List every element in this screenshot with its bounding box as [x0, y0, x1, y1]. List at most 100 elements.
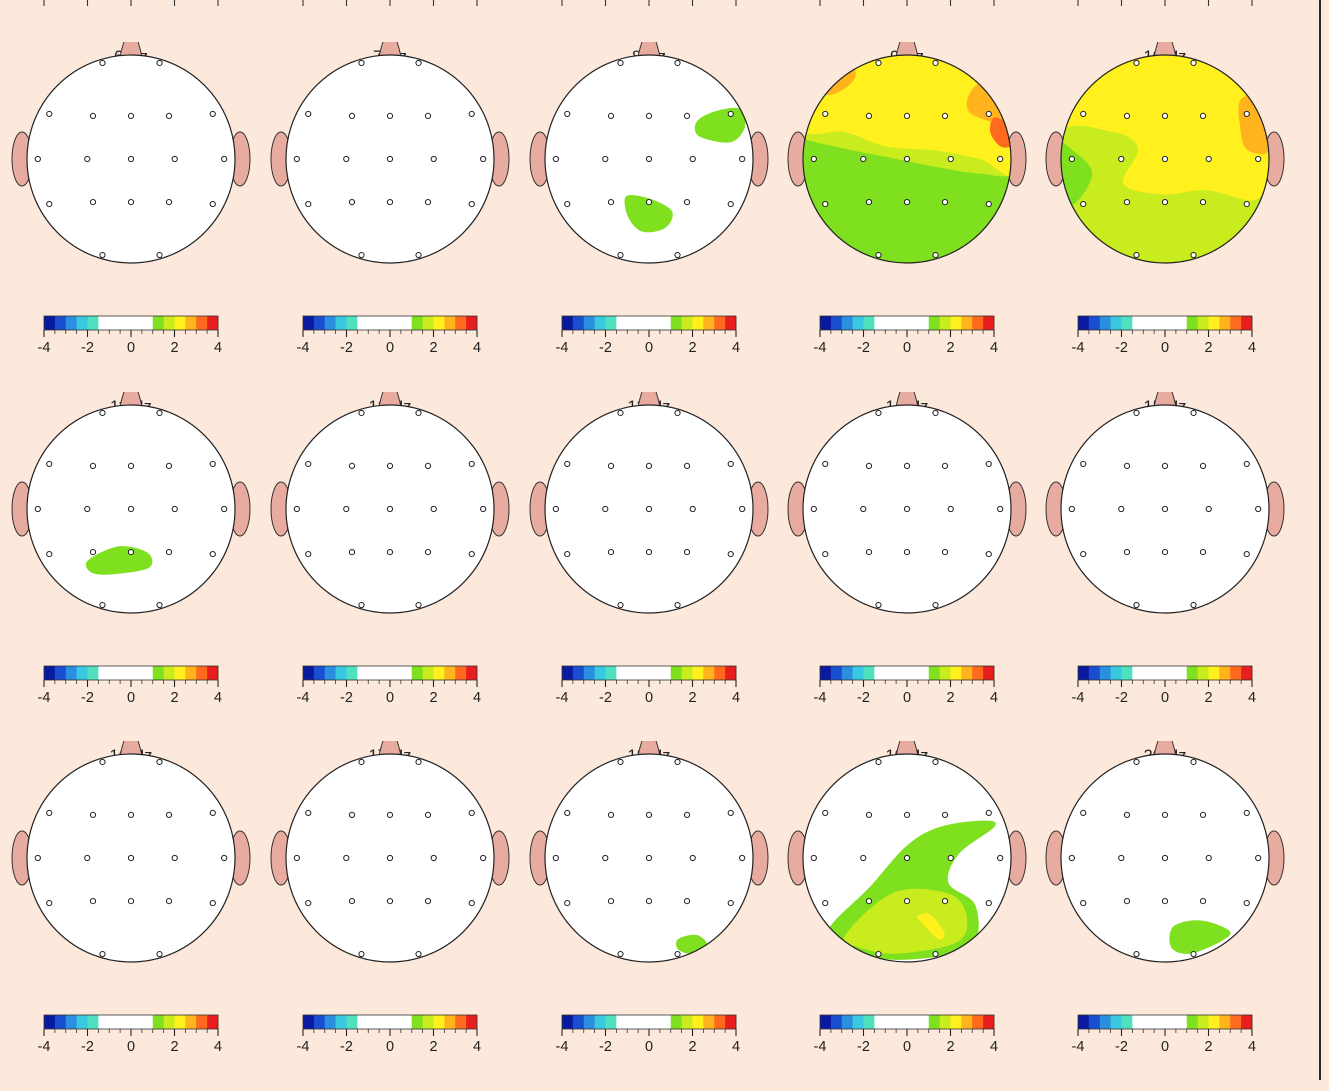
- colorbar-cell: [659, 666, 672, 680]
- colorbar-cell: [820, 316, 832, 330]
- nose: [1153, 741, 1177, 757]
- electrode-t3: [1068, 854, 1075, 862]
- electrode-t3: [810, 854, 817, 862]
- colorbar-tick-label: 2: [429, 690, 437, 706]
- nose: [637, 741, 661, 757]
- colorbar-cell: [1208, 666, 1220, 680]
- colorbar-cell: [152, 316, 164, 330]
- colorbar-cell: [109, 666, 121, 680]
- electrode-f3: [1123, 811, 1131, 818]
- colorbar-cell: [152, 666, 164, 680]
- colorbar-cell: [1132, 1015, 1144, 1029]
- electrode-f4: [165, 462, 173, 469]
- colorbar-cell: [303, 666, 315, 680]
- electrode-c4: [689, 854, 696, 862]
- electrode-f7: [822, 110, 829, 118]
- colorbar-cell: [1165, 316, 1177, 330]
- colorbar-cell: [670, 1015, 682, 1029]
- colorbar-cell: [896, 666, 908, 680]
- activation-field: [85, 546, 153, 575]
- activation-region: [916, 913, 945, 940]
- colorbar-cell: [131, 1015, 143, 1029]
- colorbar-tick-label: 2: [1204, 1039, 1212, 1055]
- electrode-o2: [156, 251, 163, 259]
- colorbar-tick-label: 2: [688, 1039, 696, 1055]
- colorbar-cell: [196, 666, 208, 680]
- colorbar-cell: [1154, 316, 1166, 330]
- electrode-pz: [1161, 549, 1169, 556]
- electrode-t4: [221, 854, 228, 862]
- electrode-fp1: [875, 758, 882, 766]
- electrode-fp1: [875, 409, 882, 417]
- colorbar-tick-label: 2: [946, 690, 954, 706]
- electrode-pz: [1161, 199, 1169, 206]
- electrode-cz: [903, 505, 911, 513]
- electrode-fp1: [617, 409, 624, 417]
- head-outline: [285, 404, 495, 614]
- colorbar-cell: [411, 1015, 423, 1029]
- electrode-t3: [34, 854, 41, 862]
- electrode-o1: [358, 251, 365, 259]
- electrode-p3: [865, 898, 873, 905]
- electrode-fp1: [358, 59, 365, 67]
- electrode-o1: [617, 601, 624, 609]
- colorbar-cell: [852, 1015, 864, 1029]
- colorbar-tick-label: 0: [645, 340, 653, 356]
- colorbar-cell: [714, 316, 726, 330]
- nose: [378, 741, 402, 757]
- colorbar: -4 -2 0 2 4: [556, 665, 740, 706]
- colorbar-cell: [65, 1015, 77, 1029]
- colorbar-cell: [433, 1015, 445, 1029]
- colorbar-cell: [1078, 316, 1090, 330]
- colorbar-tick-label: 2: [170, 1039, 178, 1055]
- colorbar-cell: [1099, 666, 1111, 680]
- head-outline: [285, 753, 495, 963]
- nose: [119, 42, 143, 58]
- electrode-p4: [683, 898, 691, 905]
- colorbar-cell: [896, 1015, 908, 1029]
- colorbar-cell: [627, 666, 639, 680]
- electrode-fp1: [617, 758, 624, 766]
- electrode-c4: [947, 155, 954, 163]
- colorbar: -4 -2 0 2 4: [38, 665, 222, 706]
- colorbar-cell: [692, 316, 704, 330]
- electrode-t3: [34, 505, 41, 513]
- colorbar-cell: [928, 1015, 940, 1029]
- colorbar-cell: [928, 316, 940, 330]
- colorbar-cell: [820, 1015, 832, 1029]
- colorbar-tick-label: -4: [297, 340, 310, 356]
- colorbar-cell: [1121, 666, 1133, 680]
- colorbar: -4 -2 0 2 4: [1072, 1014, 1256, 1055]
- electrode-f3: [607, 462, 615, 469]
- colorbar-cell: [1099, 316, 1111, 330]
- colorbar-tick-label: -4: [297, 690, 310, 706]
- colorbar-cell: [1241, 666, 1253, 680]
- colorbar-cell: [1132, 316, 1144, 330]
- electrode-f7: [564, 460, 571, 468]
- colorbar-cell: [324, 316, 336, 330]
- electrode-p4: [941, 898, 949, 905]
- electrode-pz: [386, 199, 394, 206]
- colorbar-cell: [983, 1015, 995, 1029]
- electrode-c4: [1205, 505, 1212, 513]
- electrode-cz: [903, 155, 911, 163]
- electrode-t4: [997, 155, 1004, 163]
- electrode-f4: [683, 462, 691, 469]
- colorbar-tick-label: -4: [1072, 340, 1085, 356]
- colorbar-cell: [605, 1015, 617, 1029]
- colorbar-cell: [444, 1015, 456, 1029]
- colorbar-cell: [659, 316, 672, 330]
- colorbar-tick-label: -4: [1072, 1039, 1085, 1055]
- electrode-o2: [156, 950, 163, 958]
- electrode-c3: [343, 505, 350, 513]
- nose: [378, 392, 402, 408]
- colorbar-tick-label: 4: [732, 690, 740, 706]
- electrode-p3: [348, 549, 356, 556]
- colorbar-cell: [1132, 666, 1144, 680]
- electrode-o1: [358, 950, 365, 958]
- colorbar-cell: [863, 1015, 875, 1029]
- nose: [119, 741, 143, 757]
- colorbar-cell: [885, 316, 897, 330]
